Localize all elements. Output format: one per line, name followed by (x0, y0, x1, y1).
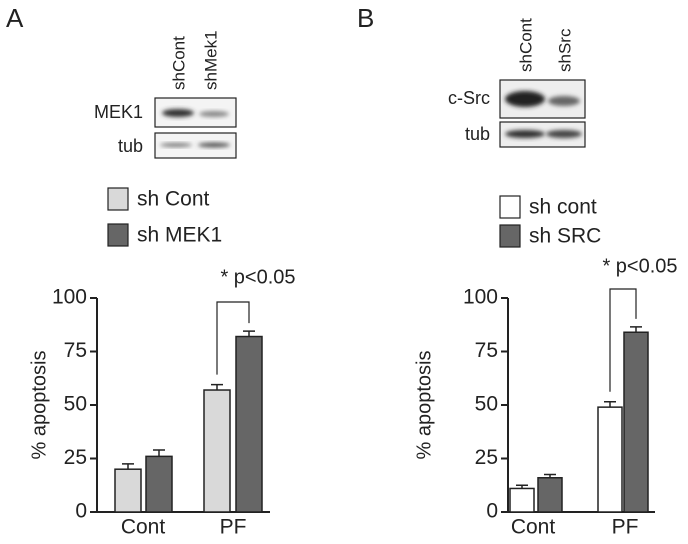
blot-lane-label: shSrc (555, 28, 574, 72)
error-bar (630, 326, 642, 333)
bar (203, 389, 231, 513)
error-bar (243, 330, 255, 337)
legend-swatch (499, 195, 521, 219)
y-tick-label: 50 (475, 393, 498, 416)
bar (509, 487, 535, 513)
blot-lane-label: shCont (516, 18, 535, 72)
bar (235, 335, 263, 513)
blot-row-label: tub (465, 124, 490, 144)
y-tick-label: 75 (475, 339, 498, 362)
legend-label: sh SRC (529, 225, 601, 248)
blot-row-label: tub (118, 136, 143, 156)
blot-row-label: MEK1 (94, 102, 143, 122)
error-bar (516, 484, 528, 489)
bar (597, 406, 623, 513)
significance-bracket (609, 288, 637, 392)
y-tick-label: 75 (64, 339, 87, 362)
x-tick-label: Cont (121, 516, 166, 539)
blot-lane-label: shCont (169, 36, 188, 90)
x-tick-label: Cont (511, 516, 556, 539)
blot-lane-label: shMek1 (201, 30, 220, 90)
y-axis-label: % apoptosis (28, 351, 50, 460)
bar (145, 455, 173, 513)
y-tick-label: 25 (475, 446, 498, 469)
x-tick-label: PF (612, 516, 639, 539)
error-bar (153, 449, 165, 457)
blot-a (154, 97, 237, 159)
y-tick-label: 100 (463, 286, 498, 309)
y-tick-label: 0 (486, 500, 498, 523)
legend-swatch (499, 224, 521, 248)
bar (623, 331, 649, 513)
y-tick-label: 0 (75, 500, 87, 523)
blot-b (499, 79, 586, 148)
y-tick-label: 50 (64, 393, 87, 416)
x-tick-label: PF (220, 516, 247, 539)
legend-label: sh Cont (137, 188, 210, 211)
significance-annotation: * p<0.05 (220, 266, 295, 288)
y-axis-label: % apoptosis (413, 351, 435, 460)
error-bar (122, 463, 134, 470)
blot-row-label: c-Src (448, 88, 490, 108)
error-bar (544, 473, 556, 478)
legend-swatch (107, 187, 129, 211)
error-bar (604, 401, 616, 408)
panel-label: A (6, 3, 24, 33)
bar (537, 477, 563, 513)
significance-annotation: * p<0.05 (602, 255, 677, 277)
bar (114, 468, 142, 513)
y-tick-label: 100 (52, 286, 87, 309)
legend-label: sh MEK1 (137, 224, 222, 247)
y-tick-label: 25 (64, 446, 87, 469)
error-bar (211, 383, 223, 391)
significance-bracket (216, 301, 250, 375)
legend-swatch (107, 223, 129, 247)
legend-label: sh cont (529, 196, 597, 219)
panel-label: B (357, 3, 374, 33)
